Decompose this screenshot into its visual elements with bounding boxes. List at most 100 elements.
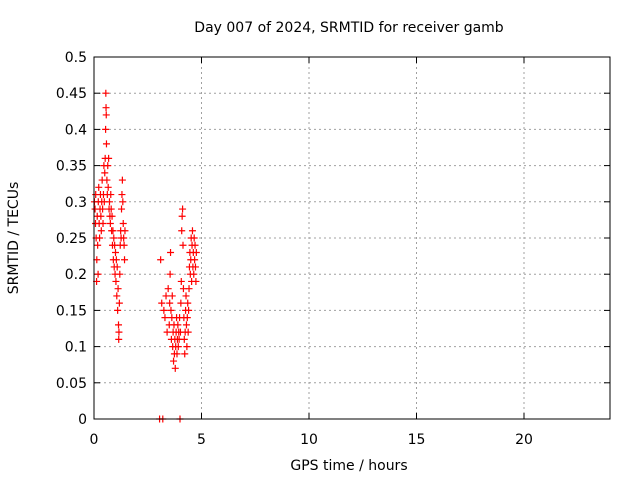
data-point	[115, 328, 123, 336]
data-point	[178, 227, 186, 235]
data-point	[174, 321, 182, 329]
data-point	[97, 212, 105, 220]
data-point	[166, 270, 174, 278]
data-point	[110, 234, 118, 242]
data-point	[184, 299, 192, 307]
y-tick-label: 0.3	[65, 195, 87, 211]
data-point	[119, 198, 127, 206]
x-tick-label: 5	[197, 432, 206, 448]
data-point	[179, 205, 187, 213]
data-point	[160, 306, 168, 314]
x-tick-label: 20	[515, 432, 533, 448]
data-point	[120, 241, 128, 249]
plot-frame	[93, 56, 611, 420]
data-point	[113, 292, 121, 300]
data-point	[168, 292, 176, 300]
data-point	[121, 256, 129, 264]
data-point	[118, 191, 126, 199]
data-point	[97, 227, 105, 235]
data-point	[99, 220, 107, 228]
y-tick-label: 0.15	[56, 303, 87, 319]
data-point	[183, 343, 191, 351]
data-point	[107, 191, 115, 199]
data-point	[99, 205, 107, 213]
data-point	[166, 299, 174, 307]
data-point	[167, 248, 175, 256]
data-point	[103, 176, 111, 184]
data-point	[188, 227, 196, 235]
data-point	[121, 227, 129, 235]
data-point	[101, 169, 109, 177]
y-tick-label: 0.25	[56, 231, 87, 247]
data-point	[108, 212, 116, 220]
y-tick-label: 0.1	[65, 340, 87, 356]
data-point	[94, 270, 102, 278]
data-point	[191, 241, 199, 249]
data-point	[114, 306, 122, 314]
y-tick-label: 0	[78, 412, 87, 428]
data-point	[163, 328, 171, 336]
data-point	[157, 256, 165, 264]
data-point	[114, 285, 122, 293]
data-point	[190, 270, 198, 278]
data-point	[174, 343, 182, 351]
data-points	[90, 89, 200, 423]
y-tick-label: 0.35	[56, 159, 87, 175]
data-point	[96, 234, 104, 242]
data-point	[177, 277, 185, 285]
data-point	[190, 234, 198, 242]
data-point	[167, 306, 175, 314]
data-point	[158, 299, 166, 307]
data-point	[102, 89, 110, 97]
data-point	[171, 364, 179, 372]
data-point	[104, 183, 112, 191]
data-point	[113, 263, 121, 271]
data-point	[184, 328, 192, 336]
data-point	[105, 154, 113, 162]
y-tick-label: 0.2	[65, 267, 87, 283]
data-point	[118, 176, 126, 184]
chart-title: Day 007 of 2024, SRMTID for receiver gam…	[194, 20, 504, 36]
data-point	[112, 256, 120, 264]
data-point	[178, 212, 186, 220]
tick-layer: 0 5 10 15 20 0 0.05 0.1 0.15 0.2 0.25 0.3 0.35 0.4 0.4…	[56, 50, 610, 448]
data-point	[112, 248, 119, 256]
data-point	[162, 292, 170, 300]
data-point	[112, 277, 120, 285]
data-point	[106, 220, 114, 228]
data-point	[109, 227, 117, 235]
y-tick-label: 0.05	[56, 376, 87, 392]
data-point	[170, 357, 178, 365]
data-point	[191, 263, 199, 271]
data-point	[102, 104, 110, 112]
data-point	[95, 183, 103, 191]
grid-layer	[94, 57, 610, 419]
y-tick-label: 0.4	[65, 122, 87, 138]
data-point	[173, 350, 181, 358]
data-point	[102, 140, 110, 148]
data-point	[185, 306, 193, 314]
y-tick-label: 0.45	[56, 86, 87, 102]
x-tick-label: 15	[408, 432, 426, 448]
data-point	[185, 285, 193, 293]
data-point	[115, 321, 123, 329]
data-point	[180, 335, 188, 343]
data-point	[118, 205, 126, 213]
data-point	[119, 220, 127, 228]
data-point	[104, 162, 112, 170]
data-point	[115, 335, 123, 343]
data-point	[107, 205, 115, 213]
data-point	[102, 125, 110, 133]
data-point	[102, 111, 110, 119]
data-point	[116, 270, 124, 278]
data-point	[182, 292, 190, 300]
data-point	[192, 277, 200, 285]
data-point	[120, 234, 128, 242]
data-point	[183, 314, 191, 322]
y-axis-label: SRMTID / TECUs	[6, 182, 22, 295]
y-tick-label: 0.5	[65, 50, 87, 66]
data-point	[192, 248, 200, 256]
data-point	[161, 314, 169, 322]
